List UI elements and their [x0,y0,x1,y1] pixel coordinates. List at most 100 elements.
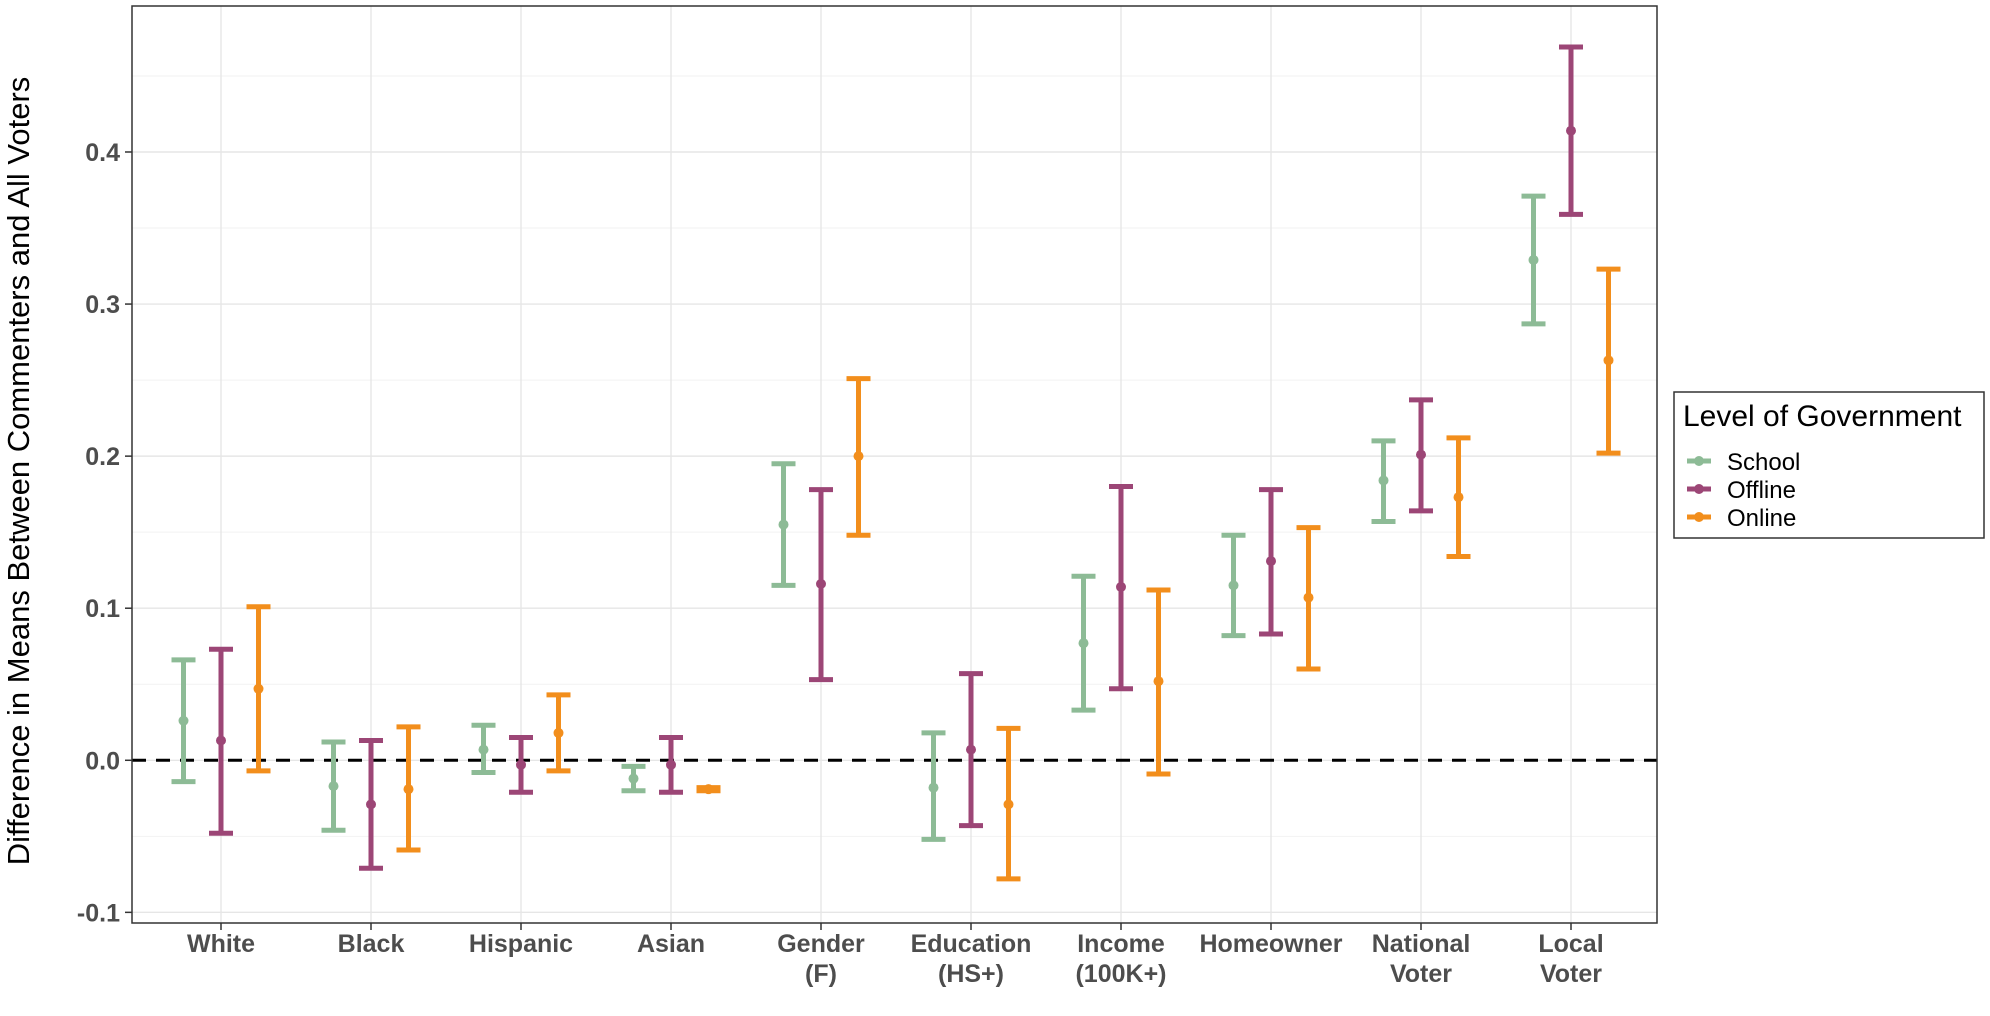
error-bar [809,487,833,683]
legend-item-label: Online [1727,505,1796,532]
error-bar [621,763,646,794]
error-bar [696,784,721,795]
point-estimate [178,715,189,726]
series-offline [209,44,1583,871]
x-tick-label: (100K+) [1075,960,1166,988]
point-estimate [1416,449,1426,460]
x-tick-label: Gender [777,930,865,958]
point-estimate [216,735,226,746]
x-tick-label: National [1372,930,1471,958]
point-estimate [666,759,676,770]
point-estimate [366,799,376,810]
x-tick-label: (F) [805,960,837,988]
error-bar [1409,397,1433,514]
error-bar [509,734,533,795]
point-estimate [1603,355,1614,366]
y-tick-label: 0.2 [85,443,120,471]
error-bar [546,692,571,774]
legend-item-label: Offline [1727,477,1796,504]
point-estimate [703,784,714,795]
legend-box [1673,391,1985,539]
error-bar [1596,266,1621,456]
x-tick-label: Voter [1540,960,1602,988]
legend-item-online: Online [1687,505,1796,532]
error-bar [846,376,871,538]
y-tick-label: 0.3 [85,291,120,319]
point-estimate [1153,676,1164,687]
error-bar [471,722,496,775]
error-bar [959,671,983,829]
error-bar [1259,487,1283,637]
y-tick-label: 0.1 [85,595,120,623]
error-bar [209,646,233,836]
point-estimate [1303,592,1314,603]
point-estimate [1528,254,1539,265]
point-estimate [328,781,339,792]
series-online [246,266,1621,882]
point-estimate [1228,580,1239,591]
legend-item-school: School [1687,449,1800,476]
point-estimate [403,784,414,795]
point-estimate [478,744,489,755]
point-estimate [1453,492,1464,503]
error-bar [1371,438,1396,525]
error-bar [246,604,271,774]
x-tick-label: Education [911,930,1032,958]
x-tick-label: (HS+) [938,960,1004,988]
error-bar [921,730,946,842]
error-bar [1109,484,1133,692]
error-bar [1521,193,1546,327]
point-estimate [553,727,564,738]
point-estimate [1266,556,1276,567]
error-bars [171,44,1621,882]
y-axis: -0.1 0.0 0.1 0.2 0.3 0.4 [77,139,132,927]
plot-panel-border [131,5,1658,924]
legend-title: Level of Government [1683,400,1962,433]
legend-swatch-point [1694,512,1704,522]
x-tick-label: Hispanic [469,930,573,958]
x-tick-label: Black [338,930,405,958]
grid-lines [132,6,1657,923]
point-estimate [928,782,939,793]
error-bar [1296,525,1321,672]
plot-panel [132,6,1657,923]
y-tick-label: 0.4 [85,139,120,167]
point-estimate [516,759,526,770]
error-bar [1146,587,1171,777]
error-bar [1221,532,1246,639]
x-tick-label: Local [1538,930,1603,958]
error-bar [1071,573,1096,713]
point-estimate [1378,475,1389,486]
error-bar [396,724,421,853]
y-tick-label: -0.1 [77,899,120,927]
error-bar [659,734,683,795]
error-bar [359,738,383,871]
legend-swatch-point [1694,456,1704,466]
error-bar [996,725,1021,882]
error-bar [1446,435,1471,560]
x-axis: White Black Hispanic Asian Gender(F) Educatio… [187,923,1604,988]
point-estimate [816,578,826,589]
x-tick-label: Income [1077,930,1165,958]
error-bar [171,657,196,785]
x-tick-label: Homeowner [1199,930,1342,958]
error-bar [771,461,796,588]
error-bar [1559,44,1583,217]
point-estimate [1116,581,1126,592]
point-estimate [778,519,789,530]
x-tick-label: White [187,930,255,958]
point-estimate [853,451,864,462]
legend-swatch-point [1694,484,1704,494]
series-school [171,193,1546,842]
point-estimate [1078,638,1089,649]
x-tick-label: Voter [1390,960,1452,988]
point-estimate [628,773,639,784]
point-estimate [966,744,976,755]
legend-item-label: School [1727,449,1800,476]
y-tick-label: 0.0 [85,747,120,775]
point-estimate [253,683,264,694]
y-axis-label: Difference in Means Between Commenters a… [1,77,36,866]
